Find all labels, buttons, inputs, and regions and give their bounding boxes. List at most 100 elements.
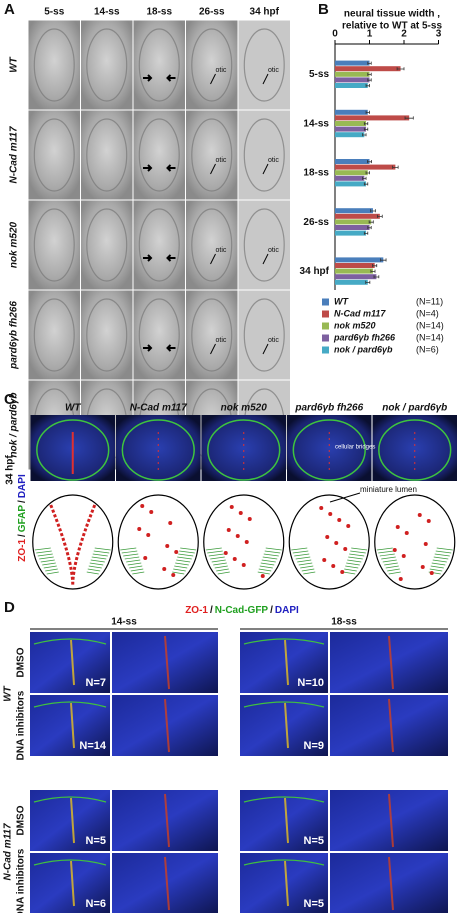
zo1-puncta bbox=[398, 577, 403, 581]
bar bbox=[335, 230, 367, 236]
arrow bbox=[166, 254, 176, 262]
zo1-puncta bbox=[235, 534, 240, 538]
zo1-puncta bbox=[346, 524, 351, 528]
glia bbox=[91, 556, 107, 560]
sample-count: N=6 bbox=[86, 898, 107, 910]
glia bbox=[39, 556, 54, 560]
zo1-puncta bbox=[417, 513, 422, 517]
arrow bbox=[210, 343, 216, 355]
error-bar bbox=[362, 133, 367, 137]
sample-count: N=7 bbox=[86, 677, 107, 689]
glia bbox=[348, 556, 363, 560]
zo1-puncta bbox=[247, 517, 252, 521]
legend-swatch bbox=[322, 334, 329, 342]
zo1-puncta bbox=[226, 528, 231, 532]
zo1-puncta bbox=[334, 541, 339, 545]
separator: / bbox=[210, 605, 213, 616]
glia bbox=[120, 547, 137, 551]
midline bbox=[70, 797, 75, 844]
treatment-label: DNA inhibitors bbox=[16, 848, 27, 913]
membrane bbox=[243, 796, 325, 803]
embryo bbox=[33, 208, 75, 282]
glia bbox=[260, 562, 275, 566]
zo1-puncta bbox=[401, 554, 406, 558]
glia bbox=[130, 568, 144, 572]
annotation: cellular bridges bbox=[335, 445, 375, 451]
arrow bbox=[210, 253, 216, 265]
glia bbox=[291, 547, 308, 551]
arrow bbox=[166, 164, 176, 172]
glia bbox=[257, 571, 270, 575]
micrograph bbox=[186, 110, 238, 200]
column-label: 14-ss bbox=[94, 7, 120, 18]
glia bbox=[178, 553, 194, 557]
error-bar bbox=[367, 72, 372, 76]
error-bar bbox=[367, 78, 372, 82]
bar bbox=[335, 219, 372, 225]
glia bbox=[381, 556, 396, 560]
glia bbox=[40, 559, 55, 563]
zo1-puncta bbox=[260, 574, 265, 578]
error-bar bbox=[372, 264, 378, 268]
legend-count: (N=6) bbox=[416, 344, 439, 354]
row-label: WT bbox=[9, 56, 20, 72]
glia bbox=[176, 559, 191, 563]
legend-count: (N=11) bbox=[416, 296, 443, 306]
separator: / bbox=[17, 500, 28, 503]
stage-label: 14-ss bbox=[111, 617, 137, 628]
zo1-puncta bbox=[229, 505, 234, 509]
embryo bbox=[191, 28, 233, 102]
error-bar bbox=[396, 67, 405, 71]
membrane bbox=[33, 859, 107, 866]
bar bbox=[335, 213, 380, 219]
micrograph bbox=[28, 110, 80, 200]
glia bbox=[261, 559, 276, 563]
zo1-puncta bbox=[232, 557, 237, 561]
schematic bbox=[288, 494, 370, 590]
bar bbox=[335, 126, 367, 132]
legend-count: (N=4) bbox=[416, 308, 439, 318]
bar bbox=[335, 257, 384, 263]
midline bbox=[388, 856, 394, 911]
embryo bbox=[33, 298, 75, 372]
zo1-puncta bbox=[244, 540, 249, 544]
glia bbox=[263, 553, 279, 557]
glia bbox=[210, 556, 225, 560]
arrow bbox=[210, 163, 216, 175]
zo1-puncta bbox=[223, 551, 228, 555]
embryo bbox=[138, 208, 180, 282]
error-bar bbox=[367, 226, 372, 230]
midline bbox=[284, 639, 289, 686]
zo1-puncta bbox=[168, 521, 173, 525]
category-label: 18-ss bbox=[303, 168, 329, 179]
membrane bbox=[33, 796, 107, 803]
midline bbox=[70, 860, 75, 907]
bar bbox=[335, 71, 370, 77]
glia bbox=[301, 568, 315, 572]
bar bbox=[335, 175, 365, 181]
sample-count: N=14 bbox=[79, 740, 106, 752]
zo1-puncta bbox=[423, 542, 428, 546]
glia bbox=[92, 553, 108, 557]
column-label: WT bbox=[65, 403, 81, 414]
stain-name: N-Cad-GFP bbox=[215, 605, 269, 616]
arrow bbox=[143, 254, 153, 262]
annotation: otic bbox=[268, 337, 279, 344]
glia bbox=[121, 550, 138, 554]
category-label: 5-ss bbox=[309, 69, 329, 80]
glia bbox=[385, 565, 399, 569]
column-label: 34 hpf bbox=[250, 7, 280, 18]
micrograph bbox=[238, 20, 290, 110]
tissue-outline bbox=[36, 419, 110, 481]
embryo bbox=[86, 28, 128, 102]
glia bbox=[180, 547, 197, 551]
glia bbox=[346, 562, 360, 566]
stain-label: ZO-1/N-Cad-GFP / DAPI bbox=[185, 605, 299, 616]
legend-label: N-Cad m117 bbox=[334, 308, 386, 318]
stain-name: ZO-1 bbox=[185, 605, 208, 616]
column-label: 26-ss bbox=[199, 7, 225, 18]
micrograph bbox=[186, 20, 238, 110]
glia bbox=[205, 547, 222, 551]
glia bbox=[213, 562, 227, 566]
zo1-puncta bbox=[319, 506, 324, 510]
